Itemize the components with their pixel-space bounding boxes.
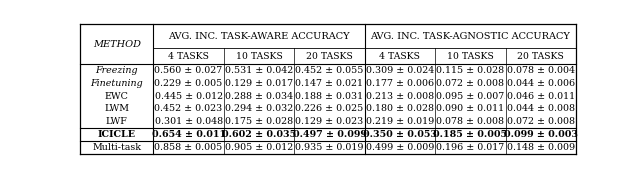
Text: 0.452 ± 0.023: 0.452 ± 0.023 — [154, 104, 223, 114]
Text: 0.090 ± 0.011: 0.090 ± 0.011 — [436, 104, 504, 114]
Text: EWC: EWC — [105, 92, 129, 101]
Text: AVG. INC. TASK-AWARE ACCURACY: AVG. INC. TASK-AWARE ACCURACY — [168, 32, 350, 41]
Text: 0.445 ± 0.012: 0.445 ± 0.012 — [155, 92, 223, 101]
Text: LWF: LWF — [106, 117, 127, 126]
Text: 0.858 ± 0.005: 0.858 ± 0.005 — [154, 143, 223, 152]
Text: 0.115 ± 0.028: 0.115 ± 0.028 — [436, 66, 504, 75]
Text: 0.452 ± 0.055: 0.452 ± 0.055 — [295, 66, 364, 75]
Text: 0.180 ± 0.028: 0.180 ± 0.028 — [366, 104, 434, 114]
Text: 0.177 ± 0.006: 0.177 ± 0.006 — [366, 79, 434, 88]
Text: 0.129 ± 0.023: 0.129 ± 0.023 — [296, 117, 364, 126]
Text: 20 TASKS: 20 TASKS — [306, 52, 353, 61]
Text: 0.129 ± 0.017: 0.129 ± 0.017 — [225, 79, 293, 88]
Text: 0.099 ± 0.003: 0.099 ± 0.003 — [504, 130, 578, 139]
Text: 0.072 ± 0.008: 0.072 ± 0.008 — [507, 117, 575, 126]
Text: 0.294 ± 0.032: 0.294 ± 0.032 — [225, 104, 293, 114]
Text: 0.078 ± 0.004: 0.078 ± 0.004 — [507, 66, 575, 75]
Text: 0.095 ± 0.007: 0.095 ± 0.007 — [436, 92, 504, 101]
Text: 4 TASKS: 4 TASKS — [380, 52, 420, 61]
Text: 0.497 ± 0.099: 0.497 ± 0.099 — [292, 130, 367, 139]
Text: 0.560 ± 0.027: 0.560 ± 0.027 — [154, 66, 223, 75]
Text: 0.309 ± 0.024: 0.309 ± 0.024 — [366, 66, 434, 75]
Text: 0.046 ± 0.011: 0.046 ± 0.011 — [507, 92, 575, 101]
Text: Multi-task: Multi-task — [92, 143, 141, 152]
Text: 0.044 ± 0.008: 0.044 ± 0.008 — [507, 104, 575, 114]
Text: 20 TASKS: 20 TASKS — [517, 52, 564, 61]
Text: Freezing: Freezing — [95, 66, 138, 75]
Text: 0.044 ± 0.006: 0.044 ± 0.006 — [507, 79, 575, 88]
Text: 10 TASKS: 10 TASKS — [236, 52, 282, 61]
Text: 0.148 ± 0.009: 0.148 ± 0.009 — [507, 143, 575, 152]
Text: 0.072 ± 0.008: 0.072 ± 0.008 — [436, 79, 504, 88]
Text: 0.213 ± 0.008: 0.213 ± 0.008 — [366, 92, 434, 101]
Text: 0.188 ± 0.031: 0.188 ± 0.031 — [296, 92, 364, 101]
Text: Finetuning: Finetuning — [90, 79, 143, 88]
Text: 0.226 ± 0.025: 0.226 ± 0.025 — [296, 104, 364, 114]
Text: 0.602 ± 0.035: 0.602 ± 0.035 — [222, 130, 296, 139]
Text: 0.229 ± 0.005: 0.229 ± 0.005 — [154, 79, 223, 88]
Text: ICICLE: ICICLE — [98, 130, 136, 139]
Text: AVG. INC. TASK-AGNOSTIC ACCURACY: AVG. INC. TASK-AGNOSTIC ACCURACY — [371, 32, 570, 41]
Text: 0.147 ± 0.021: 0.147 ± 0.021 — [296, 79, 364, 88]
Text: 0.219 ± 0.019: 0.219 ± 0.019 — [366, 117, 434, 126]
Text: 0.175 ± 0.028: 0.175 ± 0.028 — [225, 117, 293, 126]
Text: METHOD: METHOD — [93, 40, 141, 49]
Text: 0.531 ± 0.042: 0.531 ± 0.042 — [225, 66, 293, 75]
Text: 0.935 ± 0.019: 0.935 ± 0.019 — [295, 143, 364, 152]
Text: 0.301 ± 0.048: 0.301 ± 0.048 — [155, 117, 223, 126]
Text: 0.654 ± 0.011: 0.654 ± 0.011 — [152, 130, 226, 139]
Text: 0.185 ± 0.005: 0.185 ± 0.005 — [433, 130, 508, 139]
Text: 0.905 ± 0.012: 0.905 ± 0.012 — [225, 143, 293, 152]
Text: 0.499 ± 0.009: 0.499 ± 0.009 — [365, 143, 434, 152]
Text: LWM: LWM — [104, 104, 129, 114]
Text: 0.196 ± 0.017: 0.196 ± 0.017 — [436, 143, 504, 152]
Text: 4 TASKS: 4 TASKS — [168, 52, 209, 61]
Text: 10 TASKS: 10 TASKS — [447, 52, 493, 61]
Text: 0.288 ± 0.034: 0.288 ± 0.034 — [225, 92, 293, 101]
Text: 0.078 ± 0.008: 0.078 ± 0.008 — [436, 117, 504, 126]
Text: 0.350 ± 0.053: 0.350 ± 0.053 — [363, 130, 437, 139]
